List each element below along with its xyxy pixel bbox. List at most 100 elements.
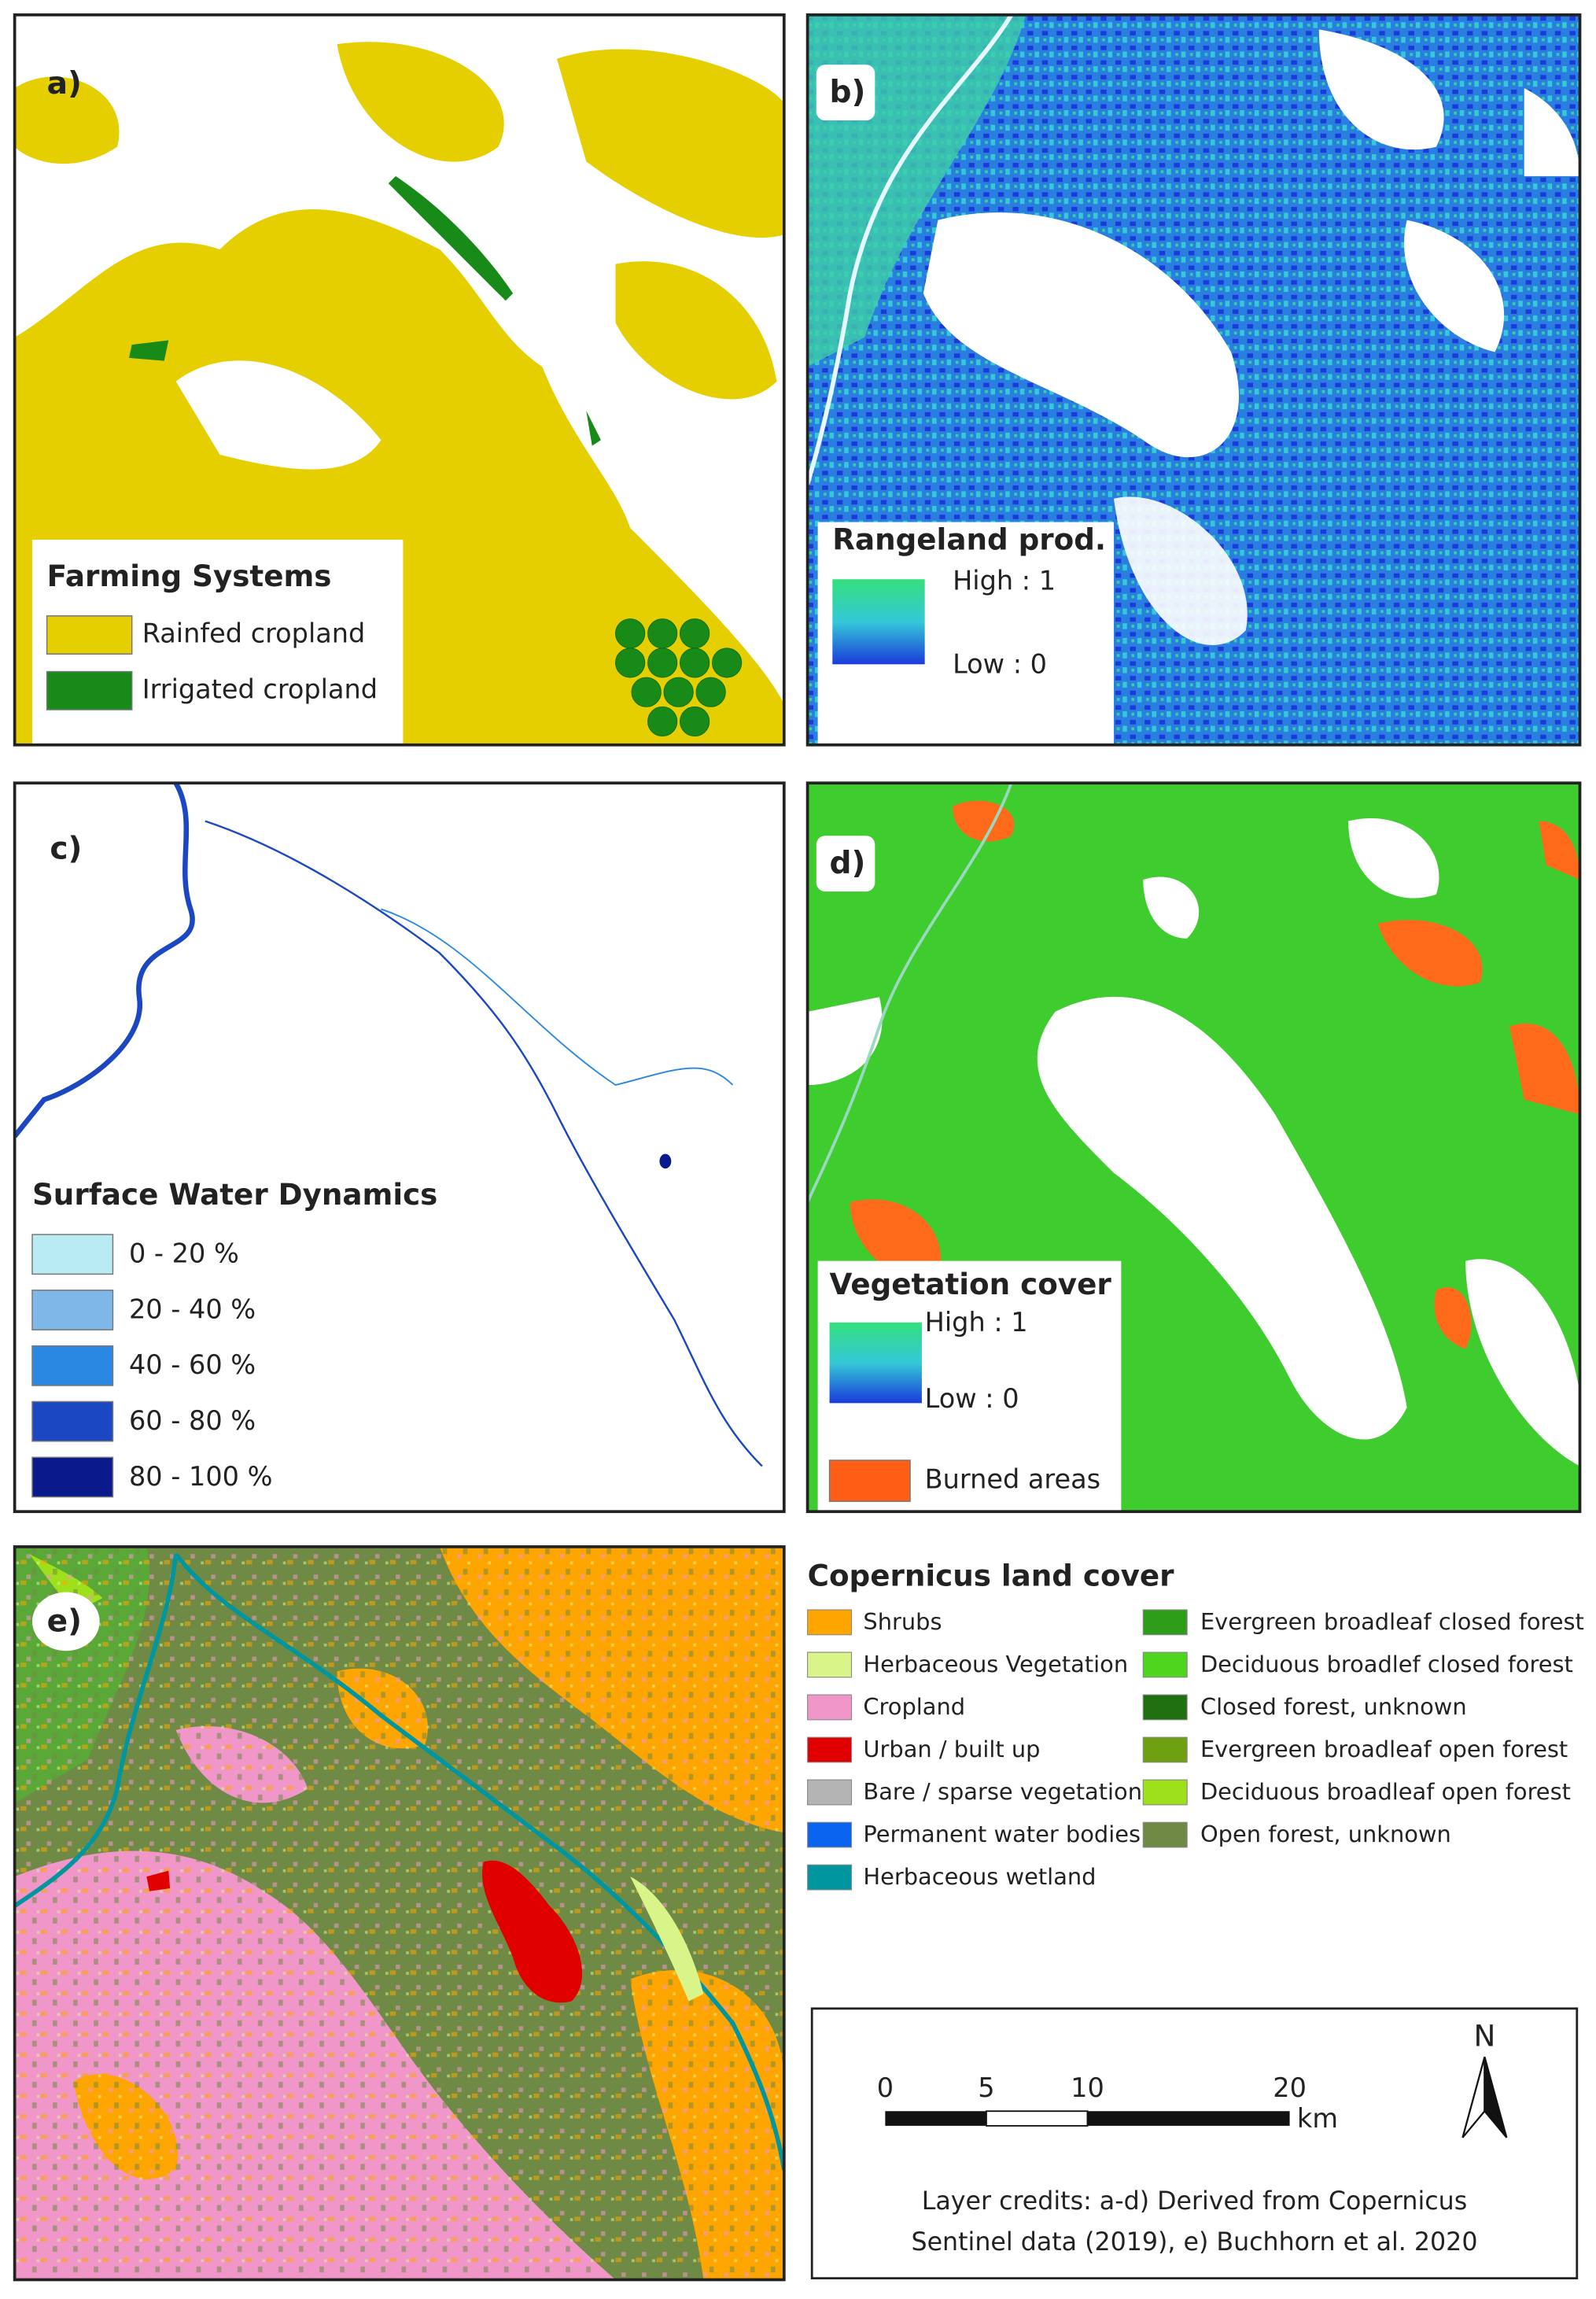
map-d-shape <box>850 800 1580 1349</box>
map-b-shape <box>1318 29 1580 352</box>
map-e-shape <box>630 1876 704 2002</box>
legend-label: Rainfed cropland <box>142 618 366 649</box>
map-a-shape <box>615 618 743 737</box>
irrigation-circle <box>663 677 694 707</box>
frame-c <box>13 781 786 1514</box>
irrigation-circle <box>615 618 646 649</box>
legend-label: Deciduous broadlef closed forest <box>1200 1651 1573 1677</box>
map-b <box>807 14 1580 745</box>
map-b-shape <box>923 212 1239 458</box>
legends: Rainfed cropland Irrigated cropland 0 - 20… <box>31 615 1584 1891</box>
map-d-shape <box>1037 996 1407 1440</box>
scale-box-shape <box>810 2007 1579 2280</box>
map-a-shape <box>14 42 784 400</box>
panel-label: e) <box>47 1603 82 1639</box>
color-ramp <box>832 579 925 665</box>
scale-tick: 0 <box>877 2072 894 2103</box>
legend-label: Bare / sparse vegetation <box>863 1778 1142 1805</box>
credits: Layer credits: a-d) Derived from Coperni… <box>922 2187 1467 2216</box>
legend-swatch <box>807 1736 853 1763</box>
legend-swatch <box>1142 1694 1188 1721</box>
legend-title: Copernicus land cover <box>808 1559 1175 1593</box>
legend-swatch <box>807 1821 853 1848</box>
scale-box-shape <box>985 2110 1089 2127</box>
map-d <box>807 783 1580 1512</box>
legend-swatch <box>31 1345 114 1386</box>
map-c-shape <box>205 820 763 1467</box>
legend-label: Permanent water bodies <box>863 1821 1141 1847</box>
scale-tick: 10 <box>1071 2072 1104 2103</box>
map-e <box>14 1546 784 2280</box>
credits: Sentinel data (2019), e) Buchhorn et al.… <box>911 2228 1477 2257</box>
legend-swatch <box>807 1694 853 1721</box>
map-a-shape <box>175 360 381 470</box>
irrigation-circle <box>647 706 678 737</box>
legend-swatch <box>31 1400 114 1442</box>
scale-box <box>810 2007 1579 2280</box>
legend-label: Open forest, unknown <box>1200 1821 1451 1847</box>
legend-label: 80 - 100 % <box>129 1461 273 1492</box>
legend-swatch <box>807 1651 853 1678</box>
map-e-shape <box>14 1553 179 1908</box>
irrigation-circle <box>615 648 646 678</box>
map-d-shape <box>807 783 1013 1203</box>
legend-swatch <box>1142 1821 1188 1848</box>
legend-label: Urban / built up <box>863 1736 1040 1762</box>
scale-unit: km <box>1297 2103 1338 2134</box>
ramp-label: High : 1 <box>925 1307 1028 1338</box>
map-e-shape <box>146 1870 171 1891</box>
legend-swatch <box>46 615 133 655</box>
legend-swatch <box>807 1609 853 1636</box>
legend-label: Deciduous broadleaf open forest <box>1200 1778 1571 1805</box>
irrigation-circle <box>712 648 743 678</box>
legend-label: 60 - 80 % <box>129 1405 256 1436</box>
legend-swatch <box>807 1864 853 1891</box>
map-c-shape <box>659 1153 672 1169</box>
legend-swatch <box>31 1234 114 1275</box>
legend-swatch <box>1142 1736 1188 1763</box>
legend-label: Burned areas <box>925 1464 1100 1495</box>
scale-box-shape <box>1087 2111 1290 2126</box>
legend-title: Surface Water Dynamics <box>32 1177 437 1212</box>
legend-label: Irrigated cropland <box>142 673 378 704</box>
frame-e <box>13 1545 786 2282</box>
legend-swatch <box>1142 1609 1188 1636</box>
legend-swatch <box>1142 1651 1188 1678</box>
scale-tick: 5 <box>978 2072 994 2103</box>
panel-label: d) <box>830 846 866 881</box>
label-bg <box>816 65 875 121</box>
color-ramp <box>829 1322 922 1404</box>
map-b-shape <box>1114 496 1248 645</box>
map-c-shape <box>14 783 784 1512</box>
ramp-label: Low : 0 <box>953 649 1047 680</box>
legend-label: Cropland <box>863 1693 965 1720</box>
map-a-shape <box>388 175 514 301</box>
legend-label: Evergreen broadleaf closed forest <box>1200 1608 1584 1635</box>
map-c-shape <box>381 908 734 1087</box>
irrigation-circle <box>631 677 662 707</box>
map-e-shape <box>31 1592 100 1651</box>
legend-swatch <box>1142 1779 1188 1806</box>
irrigation-circle <box>680 706 710 737</box>
legend-label: Shrubs <box>863 1608 942 1635</box>
frame-b <box>805 13 1582 747</box>
irrigation-circle <box>647 618 678 649</box>
scale-box-shape <box>1484 2057 1508 2138</box>
legend-label: 20 - 40 % <box>129 1293 256 1324</box>
map-b-shape <box>807 14 1013 485</box>
panel-label: b) <box>830 75 866 110</box>
irrigation-circle <box>647 648 678 678</box>
map-e-shape <box>174 1552 784 2171</box>
legend-title: Farming Systems <box>47 559 332 593</box>
legend-label: Closed forest, unknown <box>1200 1693 1467 1720</box>
irrigation-circle <box>680 618 710 649</box>
map-e-shape <box>481 1860 583 2003</box>
legend-swatch <box>807 1779 853 1806</box>
legend-swatch <box>828 1459 911 1502</box>
ramp-label: Low : 0 <box>925 1383 1019 1414</box>
map-a-shape <box>14 557 32 745</box>
legend-label: Herbaceous wetland <box>863 1863 1096 1890</box>
frame-d <box>805 781 1582 1514</box>
frame-a <box>13 13 786 747</box>
map-a <box>14 14 784 745</box>
